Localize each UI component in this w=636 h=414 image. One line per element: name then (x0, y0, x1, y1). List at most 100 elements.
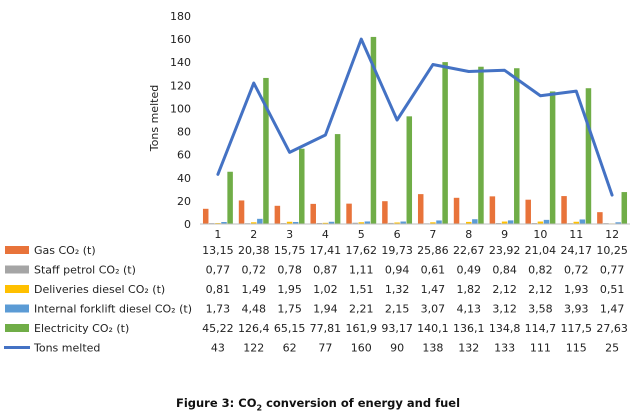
bar-series5-cat3 (299, 148, 305, 224)
data-table-cell: 0,72 (242, 264, 267, 277)
figure-caption: Figure 3: CO2 conversion of energy and f… (0, 396, 636, 412)
bar-series4-cat7 (436, 220, 442, 224)
bar-series5-cat9 (514, 68, 520, 224)
data-table-cell: 20,38 (238, 244, 270, 257)
legend-swatch (5, 304, 29, 313)
data-table-cell: 3,58 (528, 303, 553, 316)
data-table-cell: 1,02 (313, 283, 338, 296)
y-tick-label: 180 (170, 10, 191, 23)
y-tick-label: 80 (177, 126, 191, 139)
data-table-cell: 0,81 (206, 283, 231, 296)
bar-series1-cat1 (202, 208, 209, 224)
bar-series5-cat4 (334, 134, 341, 224)
bar-series4-cat8 (472, 219, 478, 224)
data-table-cell: 77 (318, 342, 332, 355)
data-table-cell: 93,17 (381, 322, 413, 335)
data-table-cell: 4,13 (457, 303, 482, 316)
bar-series5-cat5 (370, 36, 377, 224)
data-table-cell: 117,5 (561, 322, 593, 335)
bar-series1-cat6 (382, 201, 388, 224)
legend-label: Staff petrol CO₂ (t) (34, 264, 136, 277)
bar-series5-cat1 (227, 171, 233, 224)
bar-series3-cat9 (501, 221, 508, 224)
bar-series1-cat8 (453, 197, 460, 224)
data-table-cell: 0,77 (206, 264, 231, 277)
data-table-cell: 122 (243, 342, 264, 355)
y-axis-label: Tons melted (148, 85, 161, 152)
y-tick-label: 160 (170, 33, 191, 46)
data-table-cell: 0,94 (385, 264, 410, 277)
legend-label: Tons melted (33, 342, 100, 355)
caption-subscript: 2 (256, 403, 263, 413)
data-table-cell: 43 (211, 342, 225, 355)
legend-label: Deliveries diesel CO₂ (t) (34, 283, 165, 296)
x-tick-label: 7 (429, 228, 436, 241)
x-tick-label: 9 (501, 228, 508, 241)
data-table-cell: 3,93 (564, 303, 589, 316)
data-table-cell: 2,21 (349, 303, 374, 316)
y-tick-label: 60 (177, 149, 191, 162)
bar-series2-cat4 (316, 222, 323, 224)
data-table-cell: 45,22 (202, 322, 234, 335)
bar-series4-cat11 (579, 219, 586, 224)
bar-series5-cat8 (478, 66, 484, 224)
data-table-cell: 4,48 (242, 303, 267, 316)
data-table-cell: 23,92 (489, 244, 521, 257)
data-table-cell: 0,87 (313, 264, 338, 277)
x-tick-label: 12 (605, 228, 619, 241)
data-table-cell: 3,07 (421, 303, 446, 316)
bar-series3-cat8 (466, 221, 472, 224)
data-table-cell: 0,49 (457, 264, 482, 277)
bar-series2-cat5 (352, 222, 358, 224)
bar-series4-cat2 (257, 218, 263, 224)
bar-series3-cat2 (251, 222, 257, 224)
data-table-cell: 27,63 (596, 322, 628, 335)
x-tick-label: 2 (250, 228, 257, 241)
data-table-cell: 25 (605, 342, 619, 355)
bar-series5-cat11 (585, 88, 592, 224)
data-table-cell: 140,1 (417, 322, 449, 335)
data-table-cell: 19,73 (381, 244, 413, 257)
data-table-cell: 1,95 (277, 283, 302, 296)
data-table-cell: 1,93 (564, 283, 589, 296)
bar-series3-cat3 (286, 221, 293, 224)
data-table-cell: 160 (351, 342, 372, 355)
bar-series1-cat4 (310, 203, 316, 224)
x-tick-label: 11 (569, 228, 583, 241)
caption-prefix: Figure 3: CO (175, 396, 257, 410)
bar-series4-cat5 (364, 221, 371, 224)
bar-series3-cat4 (322, 222, 329, 224)
legend-swatch (5, 265, 29, 274)
bar-series5-cat6 (406, 116, 413, 224)
bar-series1-cat9 (489, 196, 496, 224)
data-table-cell: 13,15 (202, 244, 234, 257)
x-tick-label: 4 (322, 228, 329, 241)
data-table-cell: 138 (422, 342, 443, 355)
data-table-cell: 1,32 (385, 283, 410, 296)
bar-series1-cat11 (561, 196, 567, 224)
bar-series1-cat3 (274, 205, 281, 224)
data-table-cell: 1,49 (242, 283, 267, 296)
data-table-cell: 21,04 (525, 244, 557, 257)
data-table-cell: 115 (566, 342, 587, 355)
bar-series4-cat12 (615, 222, 621, 224)
legend-label: Internal forklift diesel CO₂ (t) (34, 303, 192, 316)
caption-suffix: conversion of energy and fuel (262, 396, 461, 410)
x-tick-label: 1 (214, 228, 221, 241)
data-table-cell: 77,81 (310, 322, 342, 335)
data-table-cell: 24,17 (561, 244, 593, 257)
bar-series4-cat1 (221, 222, 227, 224)
data-table-cell: 62 (283, 342, 297, 355)
data-table-cell: 0,78 (277, 264, 302, 277)
bar-series2-cat6 (388, 222, 394, 224)
bar-series5-cat7 (442, 62, 448, 224)
data-table-cell: 3,12 (492, 303, 517, 316)
data-table-cell: 111 (530, 342, 551, 355)
x-tick-label: 10 (533, 228, 547, 241)
x-tick-label: 3 (286, 228, 293, 241)
bar-series5-cat12 (621, 192, 628, 224)
data-table-cell: 1,94 (313, 303, 338, 316)
data-table-cell: 133 (494, 342, 515, 355)
data-table-cell: 25,86 (417, 244, 449, 257)
